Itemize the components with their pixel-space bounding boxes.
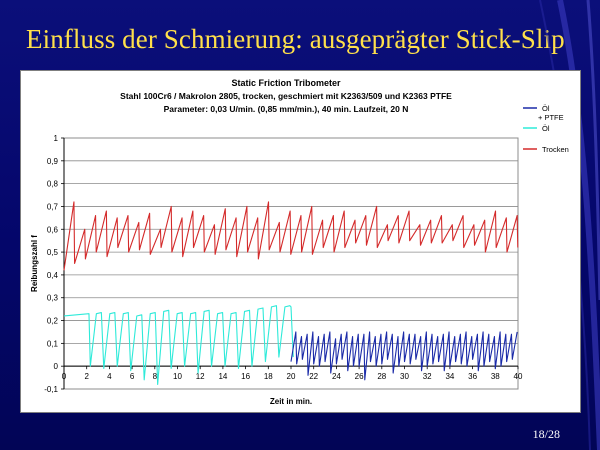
x-tick-label: 16 — [241, 372, 250, 381]
chart-title-line: Parameter: 0,03 U/min. (0,85 mm/min.), 4… — [164, 104, 409, 114]
y-tick-label: -0,1 — [44, 385, 58, 394]
chart-title-layer: Static Friction Tribometer Stahl 100Cr6 /… — [120, 78, 452, 114]
axis-layer: -0,100,10,20,30,40,50,60,70,80,910 2 4 6 8 10… — [30, 134, 523, 406]
chart-svg: -0,100,10,20,30,40,50,60,70,80,910 2 4 6 8 10… — [30, 78, 569, 406]
x-tick-label: 38 — [491, 372, 500, 381]
x-tick-label: 4 — [107, 372, 112, 381]
y-tick-label: 0,4 — [47, 271, 59, 280]
y-tick-label: 0,3 — [47, 294, 59, 303]
x-tick-label: 22 — [309, 372, 318, 381]
legend-label-oel-ptfe: Öl — [542, 104, 550, 113]
x-tick-label: 10 — [173, 372, 182, 381]
series-line-trocken — [63, 201, 519, 271]
x-tick-label: 30 — [400, 372, 409, 381]
x-tick-label: 8 — [153, 372, 158, 381]
chart-title-line: Stahl 100Cr6 / Makrolon 2805, trocken, g… — [120, 91, 452, 101]
x-tick-label: 36 — [468, 372, 477, 381]
y-tick-label: 1 — [54, 134, 59, 143]
series-layer — [63, 201, 519, 385]
x-tick-label: 26 — [355, 372, 364, 381]
series-line-oel-ptfe — [290, 331, 518, 381]
y-axis-label: Reibungszahl f — [30, 235, 39, 292]
slide-title: Einfluss der Schmierung: ausgeprägter St… — [26, 24, 565, 54]
x-tick-label: 40 — [514, 372, 523, 381]
chart-title-line: Static Friction Tribometer — [231, 78, 341, 88]
legend-label-trocken: Trocken — [542, 145, 569, 154]
y-tick-label: 0,1 — [47, 339, 59, 348]
x-tick-label: 34 — [445, 372, 454, 381]
y-tick-label: 0,6 — [47, 225, 59, 234]
x-tick-label: 20 — [287, 372, 296, 381]
page-number: 18/28 — [532, 427, 560, 441]
x-tick-label: 2 — [84, 372, 89, 381]
y-tick-label: 0,9 — [47, 157, 59, 166]
x-tick-label: 28 — [377, 372, 386, 381]
plot-area — [63, 137, 519, 390]
x-tick-label: 12 — [196, 372, 205, 381]
grid-layer — [63, 137, 519, 390]
x-tick-label: 0 — [62, 372, 67, 381]
x-tick-label: 14 — [218, 372, 227, 381]
x-tick-label: 6 — [130, 372, 135, 381]
x-tick-label: 18 — [264, 372, 273, 381]
series-line-oel — [63, 305, 294, 385]
y-tick-label: 0,5 — [47, 248, 59, 257]
legend-label-oel: Öl — [542, 124, 550, 133]
x-tick-label: 24 — [332, 372, 341, 381]
y-tick-label: 0,2 — [47, 317, 59, 326]
y-tick-label: 0 — [54, 362, 59, 371]
x-axis-label: Zeit in min. — [270, 397, 312, 406]
y-tick-label: 0,7 — [47, 202, 59, 211]
y-tick-label: 0,8 — [47, 180, 59, 189]
x-tick-label: 32 — [423, 372, 432, 381]
legend-label-oel-ptfe-line2: + PTFE — [538, 113, 564, 122]
chart-panel: -0,1 0 0,1 0,2 0,3 0,4 0,5 0,6 0,7 0,8 0,9 1 0 2 4 6 8 10… — [20, 70, 581, 413]
